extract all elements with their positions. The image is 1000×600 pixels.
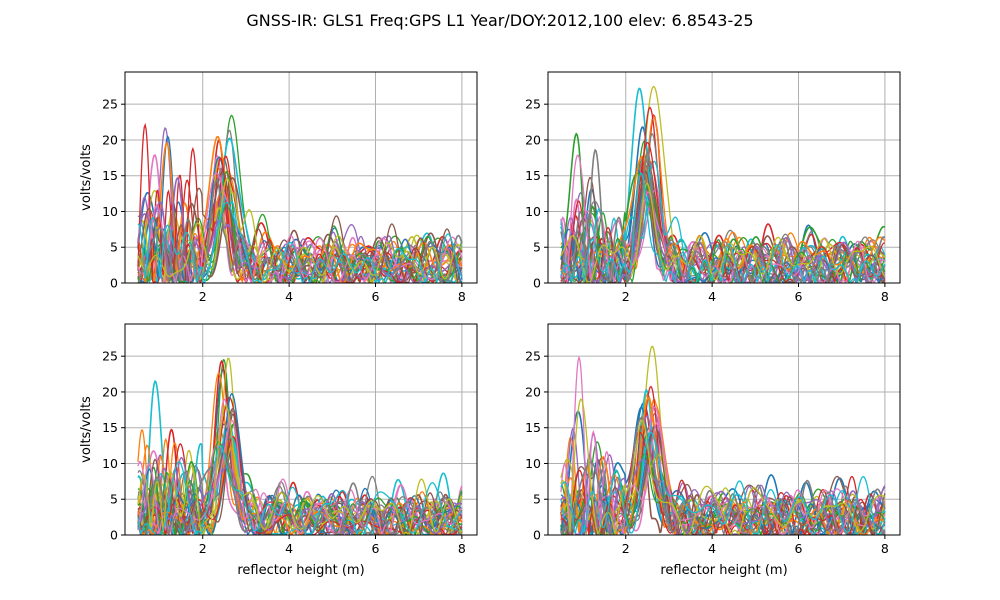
y-axis-label: volts/volts: [79, 396, 94, 463]
y-tick-label: 10: [525, 204, 541, 219]
y-tick-label: 15: [525, 168, 541, 183]
y-tick-label: 0: [533, 528, 541, 543]
series-line: [137, 413, 463, 535]
x-tick-label: 8: [458, 289, 466, 304]
series-line: [560, 431, 886, 535]
y-tick-label: 15: [525, 420, 541, 435]
x-tick-label: 4: [285, 289, 293, 304]
y-tick-label: 5: [533, 240, 541, 255]
y-tick-label: 0: [533, 276, 541, 291]
y-tick-label: 0: [110, 528, 118, 543]
series-line: [560, 172, 886, 283]
series-line: [137, 451, 463, 535]
y-tick-label: 25: [102, 97, 118, 112]
y-tick-label: 10: [102, 456, 118, 471]
x-tick-label: 6: [372, 289, 380, 304]
subplot-bottom-right: 2 4 6 8 0 5 10 15 20 25 reflector height (m): [525, 323, 901, 578]
axes-frame: [124, 323, 478, 536]
series-line: [137, 172, 463, 283]
y-tick-label: 15: [102, 420, 118, 435]
subplot-top-left: 2 4 6 8 0 5 10 15 20 25 volts/volts: [79, 71, 478, 304]
series-line: [560, 458, 886, 535]
y-tick-label: 20: [102, 384, 118, 399]
x-axis-label: reflector height (m): [237, 563, 364, 578]
x-tick-label: 4: [708, 289, 716, 304]
y-tick-label: 20: [525, 384, 541, 399]
series-line: [137, 201, 463, 283]
y-tick-label: 10: [102, 204, 118, 219]
series-line: [137, 465, 463, 535]
y-tick-label: 25: [525, 349, 541, 364]
x-tick-label: 2: [199, 289, 207, 304]
subplot-bottom-left: 2 4 6 8 0 5 10 15 20 25 volts/volts reflector heigh…: [79, 323, 478, 578]
y-tick-label: 0: [110, 276, 118, 291]
series-line: [560, 453, 886, 535]
x-tick-label: 6: [372, 541, 380, 556]
series-line: [560, 355, 886, 535]
x-tick-label: 6: [795, 289, 803, 304]
figure-title: GNSS-IR: GLS1 Freq:GPS L1 Year/DOY:2012,…: [246, 11, 753, 30]
series-line: [137, 177, 463, 283]
y-tick-label: 15: [102, 168, 118, 183]
y-tick-label: 25: [102, 349, 118, 364]
x-tick-label: 2: [622, 541, 630, 556]
x-tick-label: 2: [199, 541, 207, 556]
x-tick-label: 4: [285, 541, 293, 556]
series-line: [560, 182, 886, 283]
series-line: [137, 445, 463, 535]
x-tick-label: 2: [622, 289, 630, 304]
y-tick-label: 10: [525, 456, 541, 471]
series-line: [560, 398, 886, 535]
y-axis-label: volts/volts: [79, 144, 94, 211]
subplot-top-right: 2 4 6 8 0 5 10 15 20 25: [525, 71, 901, 304]
series-group: [560, 345, 886, 535]
x-axis-label: reflector height (m): [660, 563, 787, 578]
series-line: [560, 416, 886, 535]
y-tick-label: 25: [525, 97, 541, 112]
x-tick-label: 8: [881, 541, 889, 556]
y-tick-label: 20: [102, 132, 118, 147]
series-line: [137, 392, 463, 535]
series-line: [137, 405, 463, 535]
axes-frame: [124, 71, 478, 284]
x-tick-label: 8: [458, 541, 466, 556]
x-tick-label: 6: [795, 541, 803, 556]
series-group: [560, 85, 886, 283]
y-tick-label: 5: [533, 492, 541, 507]
axes-frame: [547, 323, 901, 536]
x-tick-label: 4: [708, 541, 716, 556]
axes-frame: [547, 71, 901, 284]
y-tick-label: 5: [110, 240, 118, 255]
series-group: [137, 357, 463, 535]
x-tick-label: 8: [881, 289, 889, 304]
y-tick-label: 20: [525, 132, 541, 147]
y-tick-label: 5: [110, 492, 118, 507]
